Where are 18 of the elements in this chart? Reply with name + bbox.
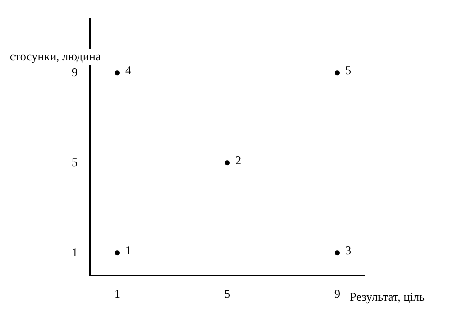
annotation: 5: [346, 63, 352, 78]
x-tick-label: 1: [114, 286, 120, 301]
annotation: 3: [346, 243, 352, 258]
x-tick-label: 9: [334, 286, 340, 301]
y-tick-label: 9: [72, 65, 78, 80]
y-axis-title: стосунки, людина: [10, 49, 102, 64]
point: [115, 250, 120, 256]
annotation: 4: [126, 63, 132, 78]
x-axis-title: Результат, ціль: [350, 290, 426, 304]
y-tick-label: 5: [72, 155, 78, 170]
point: [335, 250, 340, 256]
point: [335, 70, 340, 76]
point: [225, 160, 230, 166]
point: [115, 70, 120, 76]
annotation: 1: [126, 243, 132, 258]
x-tick-label: 5: [224, 286, 230, 301]
annotation: 2: [236, 153, 242, 168]
y-tick-label: 1: [72, 245, 78, 260]
